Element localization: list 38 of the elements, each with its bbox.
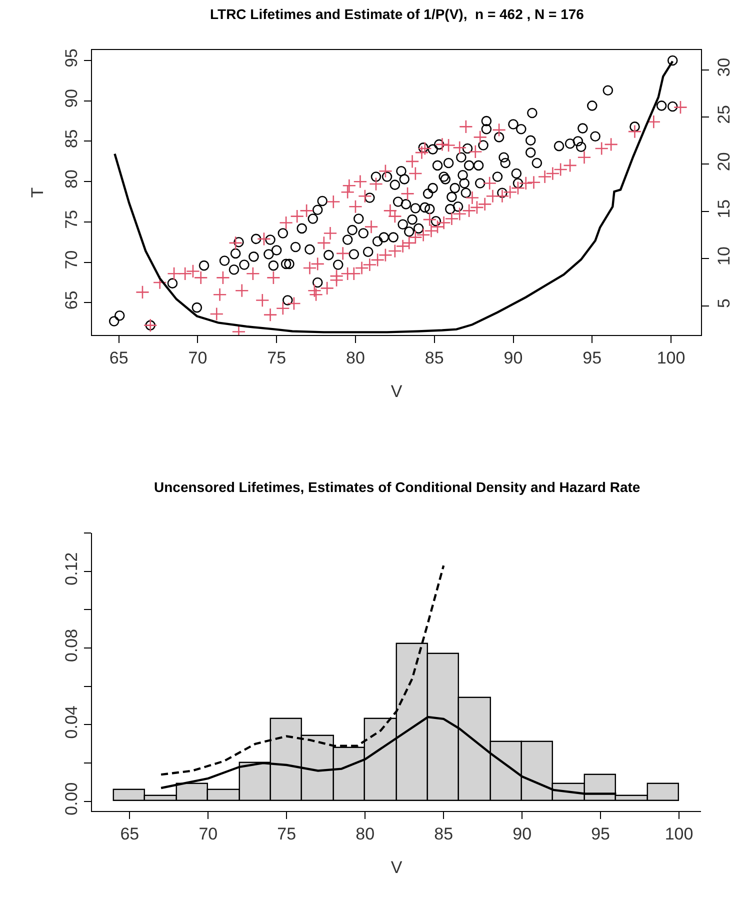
y2-tick-label: 10 [714, 246, 734, 266]
chart-title: LTRC Lifetimes and Estimate of 1/P(V), n = 462 , N = 176 [210, 6, 584, 22]
y-tick-label: 70 [62, 250, 82, 270]
x-tick-label: 65 [120, 824, 140, 844]
x-tick-label: 90 [504, 348, 523, 368]
x-axis-title: V [390, 382, 403, 401]
chart-title: Uncensored Lifetimes, Estimates of Conditional Density and Hazard Rate [154, 479, 640, 495]
y-tick-label: 0.12 [62, 552, 82, 586]
y-tick-label: 95 [62, 48, 82, 68]
x-tick-label: 80 [346, 348, 365, 368]
x-tick-label: 75 [277, 824, 296, 844]
x-tick-label: 95 [591, 824, 610, 844]
x-tick-label: 75 [267, 348, 286, 368]
x-tick-label: 65 [109, 348, 128, 368]
x-tick-label: 100 [664, 824, 694, 844]
y-axis-title: T [28, 187, 47, 198]
x-tick-label: 90 [512, 824, 532, 844]
y2-tick-label: 15 [714, 199, 734, 218]
y2-tick-label: 20 [714, 152, 734, 172]
y-tick-label: 0.04 [62, 706, 82, 739]
y-tick-label: 90 [62, 88, 82, 108]
y-tick-label: 0.00 [62, 782, 82, 816]
y2-tick-label: 5 [714, 298, 734, 308]
y2-tick-label: 25 [714, 104, 734, 124]
x-tick-label: 80 [356, 824, 375, 844]
x-tick-label: 70 [188, 348, 208, 368]
y-tick-label: 65 [62, 290, 82, 310]
y-tick-label: 85 [62, 129, 82, 148]
y-tick-label: 75 [62, 210, 82, 229]
y-tick-label: 0.08 [62, 628, 82, 662]
y2-tick-label: 30 [714, 58, 734, 77]
x-axis-title: V [390, 858, 403, 877]
x-tick-label: 95 [582, 348, 602, 368]
x-tick-label: 100 [656, 348, 686, 368]
x-tick-label: 85 [424, 348, 444, 368]
x-tick-label: 70 [198, 824, 218, 844]
y-tick-label: 80 [62, 170, 82, 189]
x-tick-label: 85 [434, 824, 454, 844]
